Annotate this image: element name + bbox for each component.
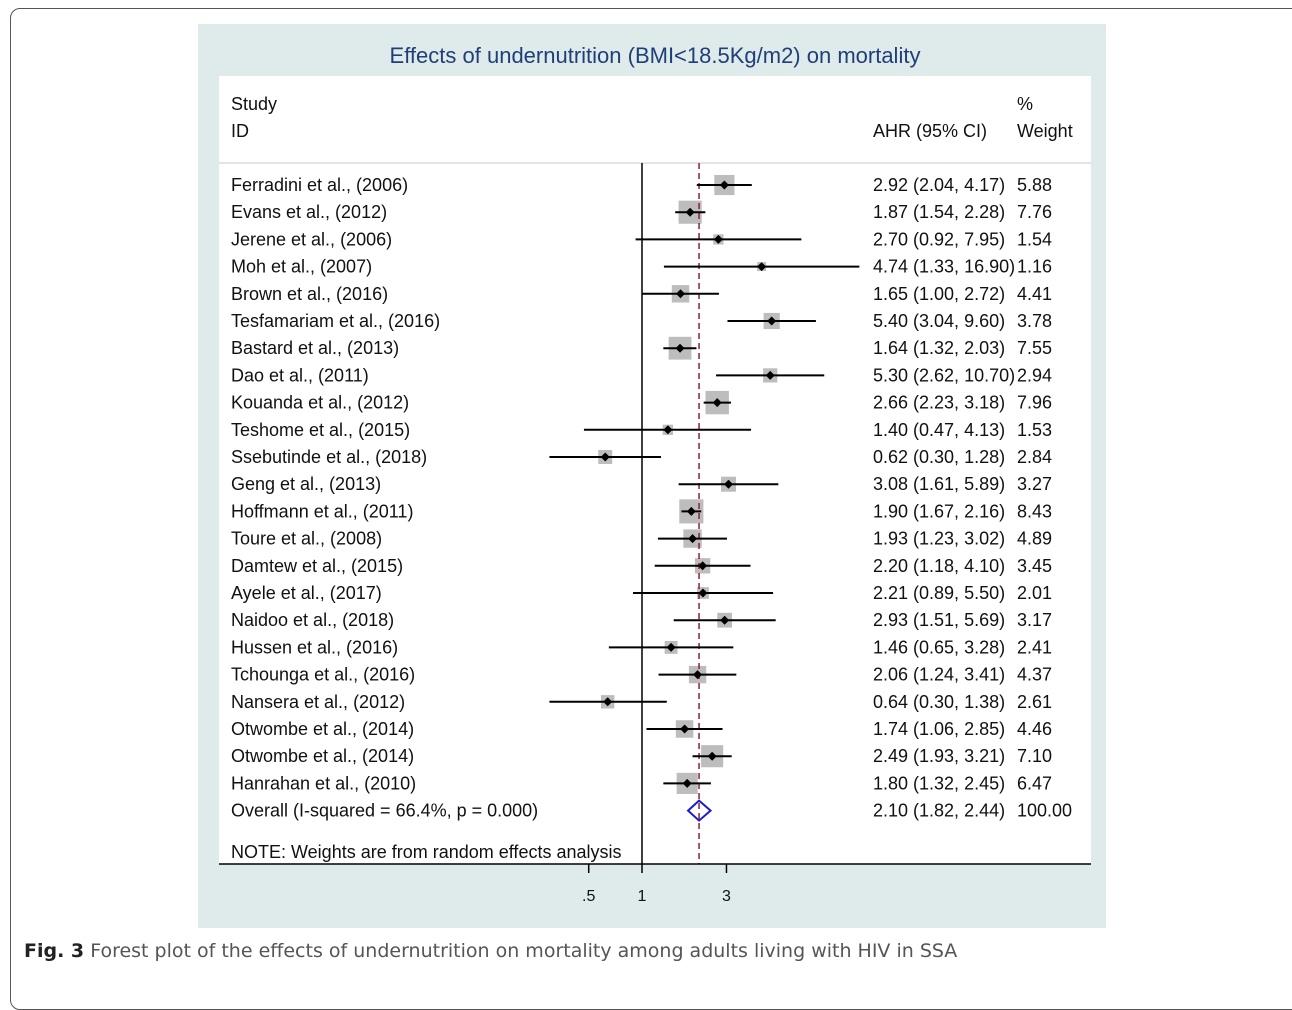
weight-label: 8.43	[1017, 501, 1052, 521]
row-labels: Ferradini et al., (2006) 2.92 (2.04, 4.17…	[231, 175, 1072, 821]
study-label: Evans et al., (2012)	[231, 202, 387, 222]
effect-ci-label: 1.93 (1.23, 3.02)	[873, 529, 1005, 549]
x-tick-label: 3	[722, 888, 731, 905]
effect-ci-label: 1.80 (1.32, 2.45)	[873, 773, 1005, 793]
overall-ci-label: 2.10 (1.82, 2.44)	[873, 801, 1005, 821]
weight-label: 4.46	[1017, 719, 1052, 739]
caption-label: Fig. 3	[24, 940, 84, 962]
effect-ci-label: 3.08 (1.61, 5.89)	[873, 474, 1005, 494]
weight-label: 3.17	[1017, 610, 1052, 630]
study-label: Jerene et al., (2006)	[231, 229, 392, 249]
study-label: Damtew et al., (2015)	[231, 556, 403, 576]
weight-label: 7.10	[1017, 746, 1052, 766]
effect-ci-label: 1.65 (1.00, 2.72)	[873, 284, 1005, 304]
effect-ci-label: 1.74 (1.06, 2.85)	[873, 719, 1005, 739]
weights-note: NOTE: Weights are from random effects an…	[231, 842, 621, 862]
study-label: Ferradini et al., (2006)	[231, 175, 408, 195]
weight-label: 7.76	[1017, 202, 1052, 222]
overall-label: Overall (I-squared = 66.4%, p = 0.000)	[231, 801, 538, 821]
weight-label: 2.61	[1017, 692, 1052, 712]
header-id: ID	[231, 121, 249, 141]
weight-label: 1.53	[1017, 420, 1052, 440]
weight-label: 5.88	[1017, 175, 1052, 195]
effect-ci-label: 0.62 (0.30, 1.28)	[873, 447, 1005, 467]
weight-label: 2.41	[1017, 637, 1052, 657]
weight-label: 3.27	[1017, 474, 1052, 494]
weight-label: 2.01	[1017, 583, 1052, 603]
header-study: Study	[231, 94, 277, 114]
effect-ci-label: 4.74 (1.33, 16.90)	[873, 257, 1015, 277]
study-label: Hoffmann et al., (2011)	[231, 501, 413, 521]
effect-ci-label: 2.06 (1.24, 3.41)	[873, 665, 1005, 685]
chart-title: Effects of undernutrition (BMI<18.5Kg/m2…	[390, 43, 921, 68]
study-label: Dao et al., (2011)	[231, 365, 369, 385]
study-label: Naidoo et al., (2018)	[231, 610, 394, 630]
study-label: Hussen et al., (2016)	[231, 637, 398, 657]
study-label: Tchounga et al., (2016)	[231, 665, 415, 685]
effect-ci-label: 1.87 (1.54, 2.28)	[873, 202, 1005, 222]
effect-ci-label: 1.64 (1.32, 2.03)	[873, 338, 1005, 358]
header-effect: AHR (95% CI)	[873, 121, 987, 141]
study-label: Bastard et al., (2013)	[231, 338, 399, 358]
effect-ci-label: 2.70 (0.92, 7.95)	[873, 229, 1005, 249]
ci-lines	[549, 185, 859, 783]
weight-label: 1.16	[1017, 257, 1052, 277]
study-label: Brown et al., (2016)	[231, 284, 388, 304]
x-tick-label: 1	[638, 888, 647, 905]
study-label: Geng et al., (2013)	[231, 474, 381, 494]
weight-label: 4.37	[1017, 665, 1052, 685]
weight-label: 1.54	[1017, 229, 1052, 249]
effect-ci-label: 5.30 (2.62, 10.70)	[873, 365, 1015, 385]
forest-plot: Effects of undernutrition (BMI<18.5Kg/m2…	[0, 0, 1292, 969]
weight-label: 7.55	[1017, 338, 1052, 358]
effect-ci-label: 2.93 (1.51, 5.69)	[873, 610, 1005, 630]
effect-ci-label: 2.20 (1.18, 4.10)	[873, 556, 1005, 576]
weight-label: 3.78	[1017, 311, 1052, 331]
effect-ci-label: 2.21 (0.89, 5.50)	[873, 583, 1005, 603]
weight-label: 4.41	[1017, 284, 1052, 304]
study-label: Otwombe et al., (2014)	[231, 719, 414, 739]
study-label: Moh et al., (2007)	[231, 257, 372, 277]
study-label: Teshome et al., (2015)	[231, 420, 410, 440]
study-label: Hanrahan et al., (2010)	[231, 773, 416, 793]
effect-ci-label: 2.92 (2.04, 4.17)	[873, 175, 1005, 195]
weight-label: 2.94	[1017, 365, 1052, 385]
study-label: Nansera et al., (2012)	[231, 692, 405, 712]
figure-caption: Fig. 3 Forest plot of the effects of und…	[24, 940, 957, 962]
study-label: Kouanda et al., (2012)	[231, 393, 409, 413]
effect-ci-label: 2.49 (1.93, 3.21)	[873, 746, 1005, 766]
header-weight: Weight	[1017, 121, 1073, 141]
weight-label: 3.45	[1017, 556, 1052, 576]
caption-text: Forest plot of the effects of undernutri…	[90, 940, 957, 962]
weight-label: 6.47	[1017, 773, 1052, 793]
effect-ci-label: 1.40 (0.47, 4.13)	[873, 420, 1005, 440]
effect-ci-label: 1.46 (0.65, 3.28)	[873, 637, 1005, 657]
effect-ci-label: 5.40 (3.04, 9.60)	[873, 311, 1005, 331]
effect-ci-label: 0.64 (0.30, 1.38)	[873, 692, 1005, 712]
study-label: Ayele et al., (2017)	[231, 583, 382, 603]
weight-label: 7.96	[1017, 393, 1052, 413]
x-axis-ticks: .5 1 3	[582, 864, 731, 905]
study-label: Ssebutinde et al., (2018)	[231, 447, 427, 467]
x-tick-label: .5	[582, 888, 595, 905]
weight-label: 4.89	[1017, 529, 1052, 549]
effect-ci-label: 1.90 (1.67, 2.16)	[873, 501, 1005, 521]
study-label: Otwombe et al., (2014)	[231, 746, 414, 766]
weight-label: 2.84	[1017, 447, 1052, 467]
study-label: Toure et al., (2008)	[231, 529, 382, 549]
study-label: Tesfamariam et al., (2016)	[231, 311, 440, 331]
effect-ci-label: 2.66 (2.23, 3.18)	[873, 393, 1005, 413]
overall-weight-label: 100.00	[1017, 801, 1072, 821]
header-percent: %	[1017, 94, 1033, 114]
